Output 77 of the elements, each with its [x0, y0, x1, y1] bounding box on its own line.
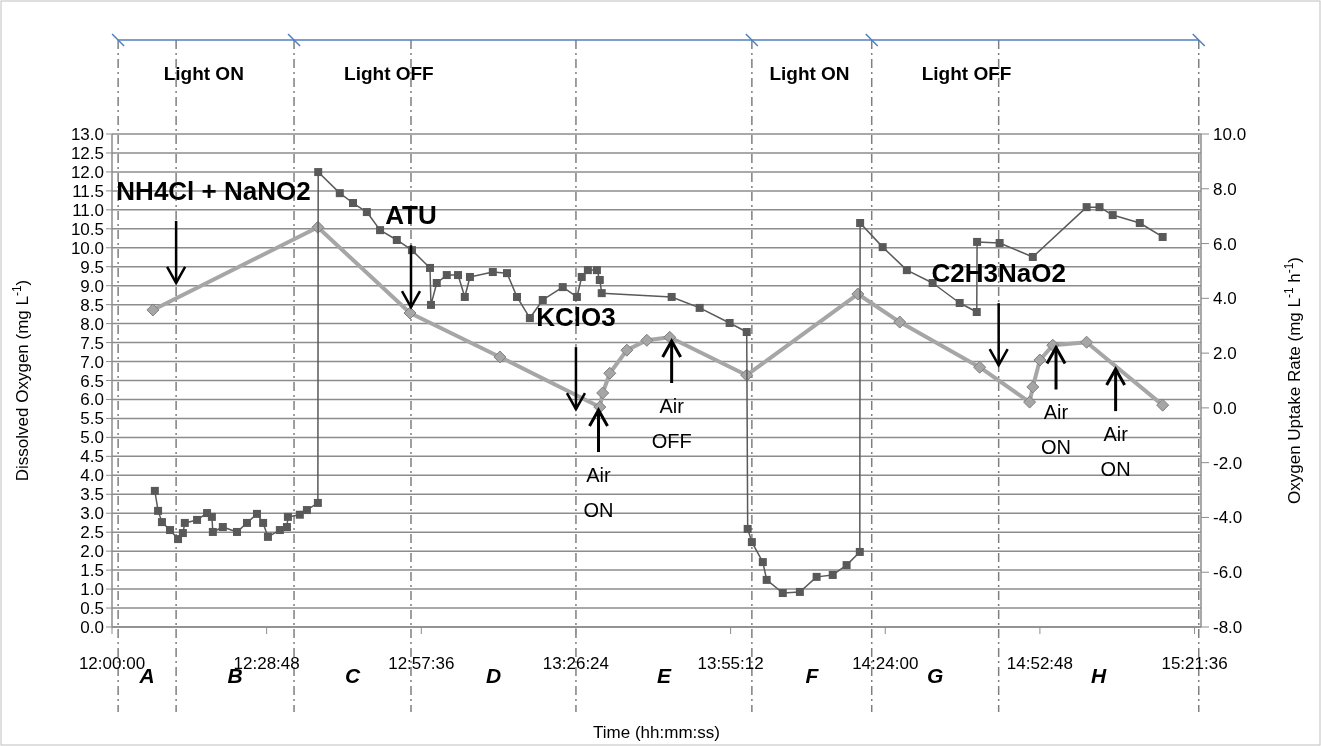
text: F — [805, 664, 820, 687]
x-tick-label: 13:55:12 — [697, 654, 764, 673]
y2-tick-label: -4.0 — [1213, 508, 1243, 528]
y-tick-label: 13.0 — [70, 125, 104, 144]
point — [620, 343, 634, 357]
y-tick-label: 8.5 — [80, 295, 104, 315]
y2-tick-label: 10.0 — [1213, 125, 1247, 144]
y2-tick-label: 0.0 — [1213, 398, 1237, 418]
point — [663, 330, 677, 344]
y-tick-label: 0.0 — [80, 618, 104, 637]
point — [603, 366, 617, 380]
y-tick-label: 3.0 — [80, 504, 104, 524]
y-tick-label: 8.0 — [80, 314, 104, 334]
text: C — [344, 664, 361, 687]
y-tick-label: 4.5 — [80, 447, 104, 467]
y-tick-label: 11.5 — [72, 181, 104, 201]
y2-tick-label: 2.0 — [1213, 344, 1237, 364]
y-tick-label: 3.5 — [80, 485, 104, 505]
y-tick-label: 2.0 — [80, 542, 104, 562]
x-tick-label: 15:21:36 — [1161, 654, 1228, 673]
text: H — [1091, 664, 1108, 687]
x-axis-title: Time (hh:mm:ss) — [593, 723, 720, 742]
y-tick-label: 5.5 — [80, 409, 104, 429]
y2-tick-label: 4.0 — [1213, 289, 1237, 309]
x-tick-label: 14:24:00 — [852, 654, 919, 673]
y-tick-label: 9.0 — [80, 276, 104, 296]
ref-line-label: Light ON — [769, 63, 850, 84]
y-tick-label: 5.0 — [80, 428, 104, 448]
y2-tick-label: 8.0 — [1213, 179, 1237, 199]
annotation: Air ON — [583, 464, 614, 522]
y-tick-label: 0.5 — [80, 599, 104, 619]
annotation: C2H3NaO2 — [931, 258, 1066, 289]
y-tick-label: 10.5 — [70, 219, 104, 239]
x-tick-label: 12:57:36 — [388, 654, 455, 673]
y-tick-label: 4.0 — [80, 466, 104, 486]
point — [893, 315, 907, 329]
annotation: Air ON — [1041, 401, 1072, 459]
y2-tick-label: -6.0 — [1213, 563, 1243, 583]
point — [493, 350, 507, 364]
point — [1023, 395, 1037, 409]
annotation: KClO3 — [536, 302, 616, 333]
y-tick-label: 7.0 — [80, 352, 104, 372]
y-tick-label: 12.0 — [70, 162, 104, 182]
x-tick-label: 14:52:48 — [1006, 654, 1073, 673]
ref-line-label: Light OFF — [344, 63, 434, 84]
annotation: Air ON — [1100, 423, 1131, 481]
text: E — [656, 664, 672, 687]
point — [596, 386, 610, 400]
point — [146, 303, 160, 317]
y-tick-label: 6.0 — [80, 390, 104, 410]
y2-tick-label: 6.0 — [1213, 234, 1237, 254]
y-tick-label: 10.0 — [70, 238, 104, 258]
y-tick-label: 7.5 — [80, 333, 104, 353]
y-tick-label: 12.5 — [70, 143, 104, 163]
annotation: ATU — [385, 200, 437, 231]
y-tick-label: 2.5 — [80, 523, 104, 543]
y2-tick-label: -8.0 — [1213, 618, 1243, 637]
point — [1080, 335, 1094, 349]
ref-line-label: Light ON — [163, 63, 244, 84]
text: D — [485, 664, 502, 687]
text: G — [927, 664, 944, 687]
y-tick-label: 9.5 — [80, 257, 104, 277]
y-tick-label: 6.5 — [80, 371, 104, 391]
point — [403, 306, 417, 320]
point — [1156, 398, 1170, 412]
point — [640, 333, 654, 347]
point — [1033, 353, 1047, 367]
x-tick-label: 13:26:24 — [542, 654, 610, 673]
annotation: Air OFF — [651, 395, 692, 453]
point — [973, 360, 987, 374]
y2-tick-label: -2.0 — [1213, 453, 1243, 473]
ref-line-label: Light OFF — [921, 63, 1012, 84]
y-tick-label: 11.0 — [72, 200, 104, 220]
point — [1026, 380, 1040, 394]
y-tick-label: 1.5 — [80, 561, 104, 581]
annotation: NH4Cl + NaNO2 — [116, 175, 311, 206]
y-tick-label: 1.0 — [80, 580, 104, 600]
